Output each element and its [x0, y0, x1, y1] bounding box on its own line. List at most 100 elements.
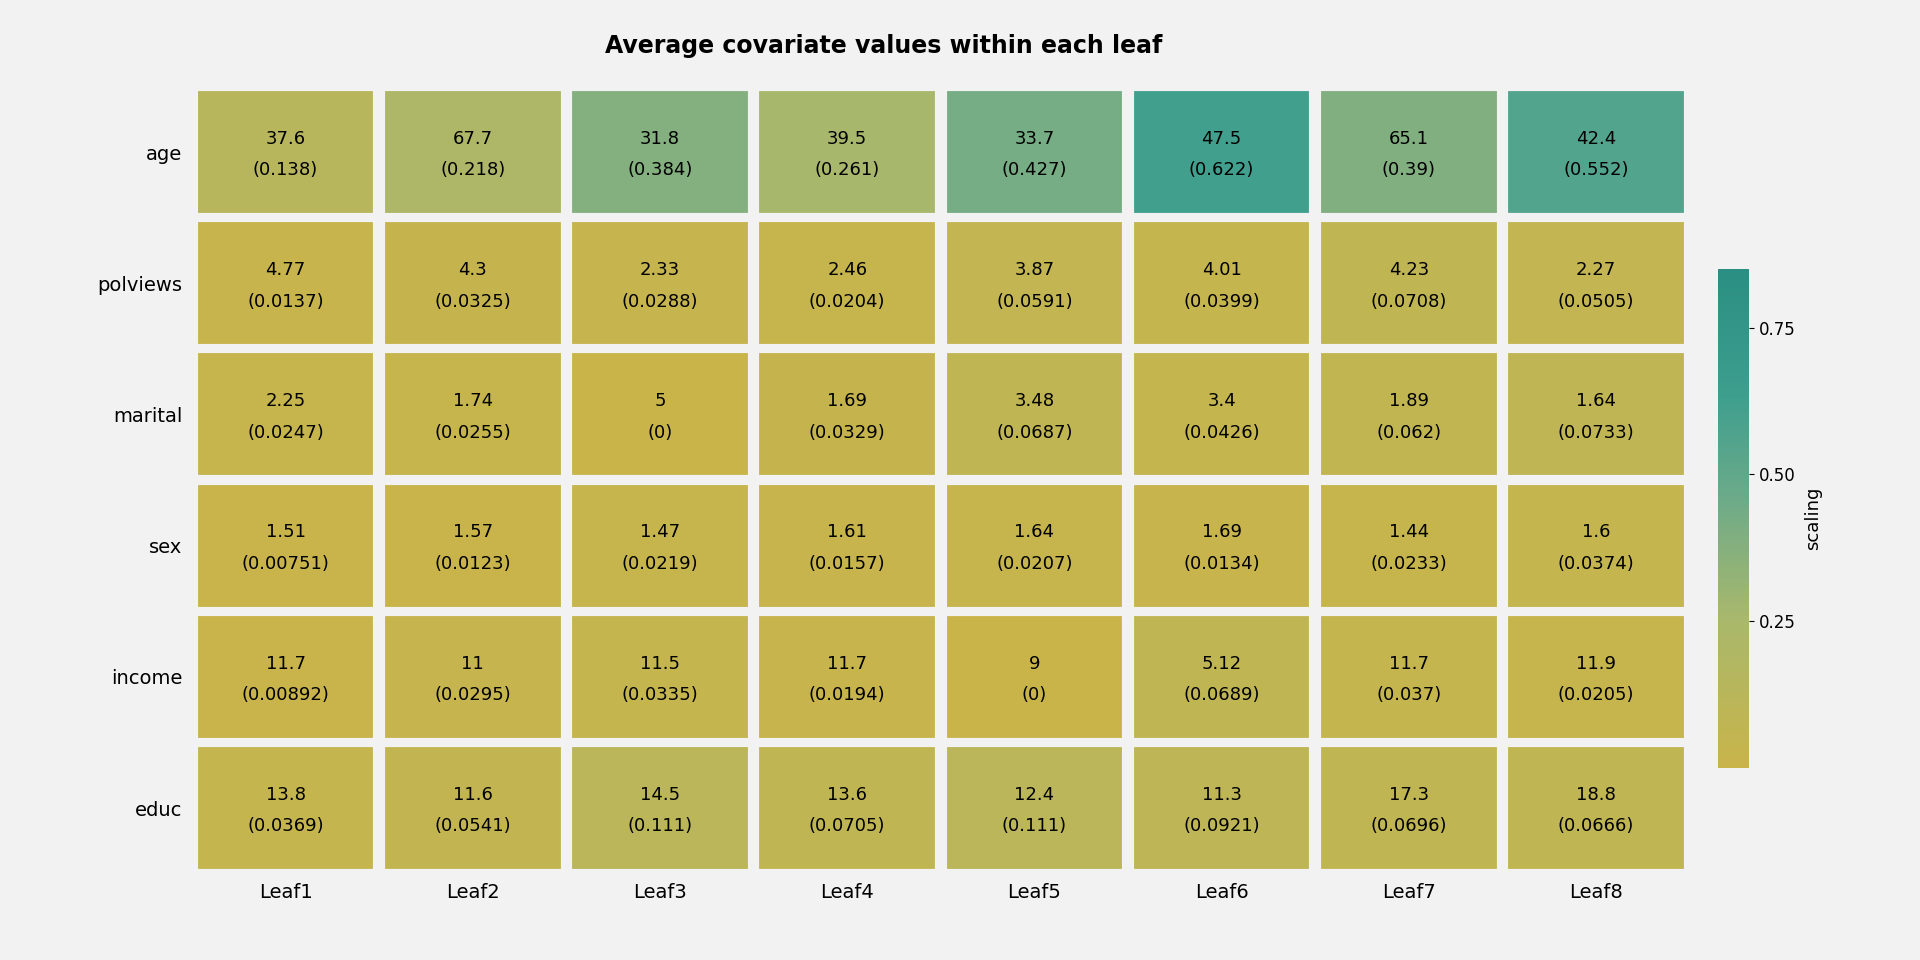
Text: 67.7: 67.7 — [453, 130, 493, 148]
Text: 11.7: 11.7 — [265, 655, 305, 673]
Text: 1.74: 1.74 — [453, 393, 493, 410]
Text: (0.0157): (0.0157) — [808, 555, 885, 573]
Text: 2.33: 2.33 — [639, 261, 680, 279]
Bar — [756, 613, 937, 740]
Text: (0.0505): (0.0505) — [1557, 293, 1634, 311]
Text: 11.7: 11.7 — [828, 655, 868, 673]
Bar — [1505, 613, 1686, 740]
Text: (0.261): (0.261) — [814, 161, 879, 180]
Text: (0.427): (0.427) — [1002, 161, 1068, 180]
Bar — [1319, 613, 1500, 740]
Text: (0.0204): (0.0204) — [808, 293, 885, 311]
Text: 1.69: 1.69 — [1202, 523, 1242, 541]
Text: 1.6: 1.6 — [1582, 523, 1611, 541]
Text: 42.4: 42.4 — [1576, 130, 1617, 148]
Text: (0.0247): (0.0247) — [248, 423, 324, 442]
Bar — [196, 220, 376, 347]
Text: (0.00892): (0.00892) — [242, 686, 330, 705]
Text: (0.0705): (0.0705) — [808, 817, 885, 835]
Text: 18.8: 18.8 — [1576, 786, 1617, 804]
Bar — [382, 89, 563, 215]
Text: (0.0541): (0.0541) — [434, 817, 511, 835]
Text: (0.0233): (0.0233) — [1371, 555, 1448, 573]
Bar — [1131, 483, 1311, 609]
Bar — [196, 483, 376, 609]
Text: 1.61: 1.61 — [828, 523, 868, 541]
Text: 1.64: 1.64 — [1014, 523, 1054, 541]
Text: 11.9: 11.9 — [1576, 655, 1617, 673]
Text: 11.5: 11.5 — [639, 655, 680, 673]
Text: (0.111): (0.111) — [628, 817, 693, 835]
Text: 65.1: 65.1 — [1388, 130, 1428, 148]
Text: 4.3: 4.3 — [459, 261, 488, 279]
Text: (0.552): (0.552) — [1563, 161, 1628, 180]
Bar — [945, 613, 1125, 740]
Text: (0): (0) — [1021, 686, 1046, 705]
Text: 1.47: 1.47 — [639, 523, 680, 541]
Text: (0.0399): (0.0399) — [1183, 293, 1260, 311]
Bar — [1505, 745, 1686, 871]
Text: (0.0374): (0.0374) — [1557, 555, 1634, 573]
Bar — [756, 220, 937, 347]
Text: (0.0335): (0.0335) — [622, 686, 699, 705]
Text: (0.0369): (0.0369) — [248, 817, 324, 835]
Text: 2.25: 2.25 — [265, 393, 305, 410]
Bar — [1131, 220, 1311, 347]
Text: 1.69: 1.69 — [828, 393, 868, 410]
Text: (0.39): (0.39) — [1382, 161, 1436, 180]
Bar — [196, 745, 376, 871]
Text: 11: 11 — [461, 655, 484, 673]
Bar — [756, 89, 937, 215]
Text: (0.037): (0.037) — [1377, 686, 1442, 705]
Bar — [570, 613, 751, 740]
Text: (0.0689): (0.0689) — [1183, 686, 1260, 705]
Text: 13.6: 13.6 — [828, 786, 868, 804]
Text: 37.6: 37.6 — [265, 130, 305, 148]
Text: 3.87: 3.87 — [1014, 261, 1054, 279]
Bar — [756, 351, 937, 477]
Text: 13.8: 13.8 — [265, 786, 305, 804]
Bar — [1319, 220, 1500, 347]
Bar — [196, 613, 376, 740]
Bar — [382, 220, 563, 347]
Bar — [382, 745, 563, 871]
Text: (0.0255): (0.0255) — [434, 423, 511, 442]
Text: (0.111): (0.111) — [1002, 817, 1068, 835]
Text: 5.12: 5.12 — [1202, 655, 1242, 673]
Text: 1.57: 1.57 — [453, 523, 493, 541]
Bar — [756, 745, 937, 871]
Text: (0.138): (0.138) — [253, 161, 319, 180]
Bar — [570, 89, 751, 215]
Bar — [1131, 613, 1311, 740]
Bar — [1131, 745, 1311, 871]
Text: 11.7: 11.7 — [1388, 655, 1428, 673]
Bar — [570, 483, 751, 609]
Text: 39.5: 39.5 — [828, 130, 868, 148]
Text: (0.0295): (0.0295) — [434, 686, 511, 705]
Text: 2.46: 2.46 — [828, 261, 868, 279]
Text: (0.0134): (0.0134) — [1183, 555, 1260, 573]
Bar — [945, 483, 1125, 609]
Text: 4.01: 4.01 — [1202, 261, 1242, 279]
Text: (0.0733): (0.0733) — [1557, 423, 1634, 442]
Text: 2.27: 2.27 — [1576, 261, 1617, 279]
Text: 1.51: 1.51 — [265, 523, 305, 541]
Text: (0.0325): (0.0325) — [434, 293, 511, 311]
Bar — [196, 351, 376, 477]
Text: (0.062): (0.062) — [1377, 423, 1442, 442]
Bar — [1505, 89, 1686, 215]
Bar — [1319, 351, 1500, 477]
Text: 17.3: 17.3 — [1388, 786, 1428, 804]
Bar — [1131, 351, 1311, 477]
Text: (0): (0) — [647, 423, 672, 442]
Text: 1.44: 1.44 — [1388, 523, 1428, 541]
Text: 1.64: 1.64 — [1576, 393, 1617, 410]
Bar — [756, 483, 937, 609]
Bar — [1131, 89, 1311, 215]
Text: 12.4: 12.4 — [1014, 786, 1054, 804]
Text: (0.0687): (0.0687) — [996, 423, 1073, 442]
Bar — [382, 351, 563, 477]
Y-axis label: scaling: scaling — [1805, 487, 1822, 550]
Bar — [196, 89, 376, 215]
Bar — [1505, 220, 1686, 347]
